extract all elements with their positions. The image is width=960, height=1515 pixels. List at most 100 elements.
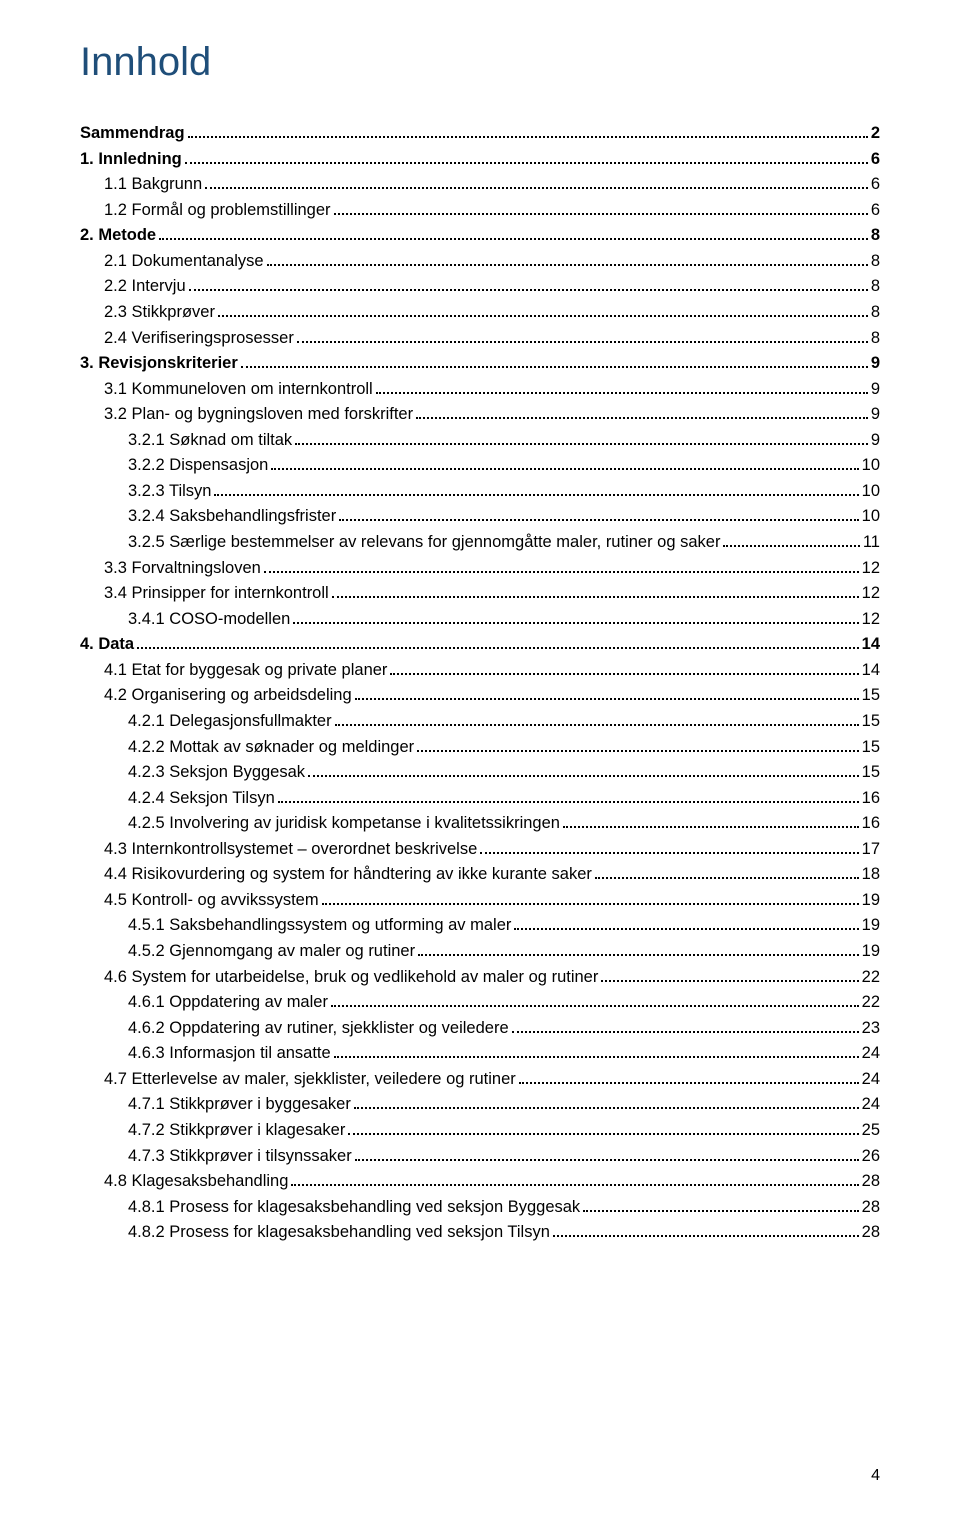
toc-entry-label: 4.7 Etterlevelse av maler, sjekklister, …	[104, 1067, 516, 1093]
toc-leader-dots	[480, 843, 858, 854]
toc-entry-label: 4.5 Kontroll- og avvikssystem	[104, 888, 319, 914]
toc-entry: 4.5.1 Saksbehandlingssystem og utforming…	[80, 913, 880, 939]
toc-leader-dots	[723, 536, 859, 547]
toc-entry-label: 3.4.1 COSO-modellen	[128, 607, 290, 633]
toc-leader-dots	[376, 383, 868, 394]
toc-entry-label: 1. Innledning	[80, 147, 182, 173]
toc-entry: 2.3 Stikkprøver8	[80, 300, 880, 326]
toc-entry-label: 3.2.5 Særlige bestemmelser av relevans f…	[128, 530, 720, 556]
toc-entry: 4.5.2 Gjennomgang av maler og rutiner19	[80, 939, 880, 965]
toc-entry-page: 8	[871, 249, 880, 275]
toc-entry-label: 1.1 Bakgrunn	[104, 172, 202, 198]
toc-entry-page: 24	[862, 1067, 880, 1093]
toc-entry-page: 11	[863, 530, 880, 556]
toc-leader-dots	[159, 229, 868, 240]
toc-leader-dots	[322, 894, 859, 905]
toc-entry-label: 3. Revisjonskriterier	[80, 351, 238, 377]
toc-entry-page: 9	[871, 402, 880, 428]
toc-leader-dots	[563, 817, 859, 828]
toc-leader-dots	[512, 1022, 859, 1033]
toc-entry-page: 15	[862, 735, 880, 761]
toc-entry: 2.4 Verifiseringsprosesser 8	[80, 326, 880, 352]
toc-leader-dots	[308, 766, 859, 777]
toc-entry-page: 15	[862, 683, 880, 709]
toc-leader-dots	[264, 562, 859, 573]
toc-entry: 2. Metode8	[80, 223, 880, 249]
toc-entry-label: 2. Metode	[80, 223, 156, 249]
toc-entry-label: 4.1 Etat for byggesak og private planer	[104, 658, 387, 684]
toc-entry-label: 4.5.2 Gjennomgang av maler og rutiner	[128, 939, 415, 965]
toc-leader-dots	[418, 945, 859, 956]
toc-leader-dots	[137, 638, 859, 649]
toc-entry-page: 6	[871, 147, 880, 173]
toc-entry-page: 18	[862, 862, 880, 888]
toc-entry-label: 4.6.2 Oppdatering av rutiner, sjekkliste…	[128, 1016, 509, 1042]
toc-entry-page: 16	[862, 811, 880, 837]
toc-leader-dots	[601, 971, 858, 982]
toc-entry-label: 4.8.2 Prosess for klagesaksbehandling ve…	[128, 1220, 550, 1246]
toc-entry-label: 3.2.1 Søknad om tiltak	[128, 428, 292, 454]
toc-entry-label: 3.2.2 Dispensasjon	[128, 453, 268, 479]
toc-entry-page: 12	[862, 607, 880, 633]
toc-leader-dots	[355, 1149, 859, 1160]
toc-entry-page: 28	[862, 1220, 880, 1246]
toc-leader-dots	[335, 715, 859, 726]
toc-entry-page: 6	[871, 198, 880, 224]
toc-entry-page: 14	[862, 632, 880, 658]
toc-entry-page: 10	[862, 479, 880, 505]
toc-entry-page: 22	[862, 965, 880, 991]
toc-leader-dots	[348, 1124, 858, 1135]
toc-entry: 3.4 Prinsipper for internkontroll12	[80, 581, 880, 607]
toc-leader-dots	[355, 689, 859, 700]
toc-entry-label: 4.2.3 Seksjon Byggesak	[128, 760, 305, 786]
table-of-contents: Sammendrag21. Innledning61.1 Bakgrunn61.…	[80, 121, 880, 1246]
toc-leader-dots	[295, 434, 868, 445]
toc-entry: 4.2.1 Delegasjonsfullmakter15	[80, 709, 880, 735]
toc-entry: 1.1 Bakgrunn6	[80, 172, 880, 198]
toc-entry-label: 4.3 Internkontrollsystemet – overordnet …	[104, 837, 477, 863]
toc-entry: 3.2.4 Saksbehandlingsfrister10	[80, 504, 880, 530]
toc-leader-dots	[553, 1226, 859, 1237]
toc-entry-label: 4.2.2 Mottak av søknader og meldinger	[128, 735, 414, 761]
toc-entry: 4.6.3 Informasjon til ansatte24	[80, 1041, 880, 1067]
toc-entry-page: 8	[871, 326, 880, 352]
toc-entry-label: 3.2.4 Saksbehandlingsfrister	[128, 504, 336, 530]
toc-entry: 3.2.1 Søknad om tiltak9	[80, 428, 880, 454]
toc-entry: 3.3 Forvaltningsloven12	[80, 556, 880, 582]
toc-entry: 4.5 Kontroll- og avvikssystem19	[80, 888, 880, 914]
toc-entry-page: 22	[862, 990, 880, 1016]
toc-entry-label: 4.2 Organisering og arbeidsdeling	[104, 683, 352, 709]
toc-entry-page: 17	[862, 837, 880, 863]
toc-leader-dots	[595, 868, 859, 879]
toc-leader-dots	[218, 306, 868, 317]
toc-leader-dots	[241, 357, 868, 368]
toc-entry: 2.1 Dokumentanalyse8	[80, 249, 880, 275]
toc-entry-label: 4.6.1 Oppdatering av maler	[128, 990, 328, 1016]
toc-entry: 3.2 Plan- og bygningsloven med forskrift…	[80, 402, 880, 428]
toc-entry-page: 8	[871, 274, 880, 300]
toc-entry-page: 25	[862, 1118, 880, 1144]
toc-leader-dots	[189, 280, 868, 291]
toc-leader-dots	[297, 331, 868, 342]
toc-entry-label: 4.6 System for utarbeidelse, bruk og ved…	[104, 965, 598, 991]
toc-entry: 4.6 System for utarbeidelse, bruk og ved…	[80, 965, 880, 991]
toc-leader-dots	[519, 1073, 859, 1084]
toc-entry: 3.2.2 Dispensasjon 10	[80, 453, 880, 479]
toc-entry: 4.2 Organisering og arbeidsdeling 15	[80, 683, 880, 709]
toc-entry-page: 12	[862, 581, 880, 607]
toc-entry-label: 2.4 Verifiseringsprosesser	[104, 326, 294, 352]
toc-leader-dots	[214, 485, 858, 496]
toc-entry-label: 4.2.5 Involvering av juridisk kompetanse…	[128, 811, 560, 837]
toc-entry-page: 10	[862, 453, 880, 479]
toc-leader-dots	[334, 204, 868, 215]
toc-entry-page: 14	[862, 658, 880, 684]
toc-entry-page: 9	[871, 351, 880, 377]
toc-entry-label: 4. Data	[80, 632, 134, 658]
toc-entry: 3.1 Kommuneloven om internkontroll9	[80, 377, 880, 403]
toc-leader-dots	[583, 1201, 858, 1212]
toc-entry-label: 4.4 Risikovurdering og system for håndte…	[104, 862, 592, 888]
toc-leader-dots	[185, 153, 868, 164]
toc-entry-label: 3.2 Plan- og bygningsloven med forskrift…	[104, 402, 413, 428]
toc-entry-label: 2.2 Intervju	[104, 274, 186, 300]
toc-entry: 4.7 Etterlevelse av maler, sjekklister, …	[80, 1067, 880, 1093]
